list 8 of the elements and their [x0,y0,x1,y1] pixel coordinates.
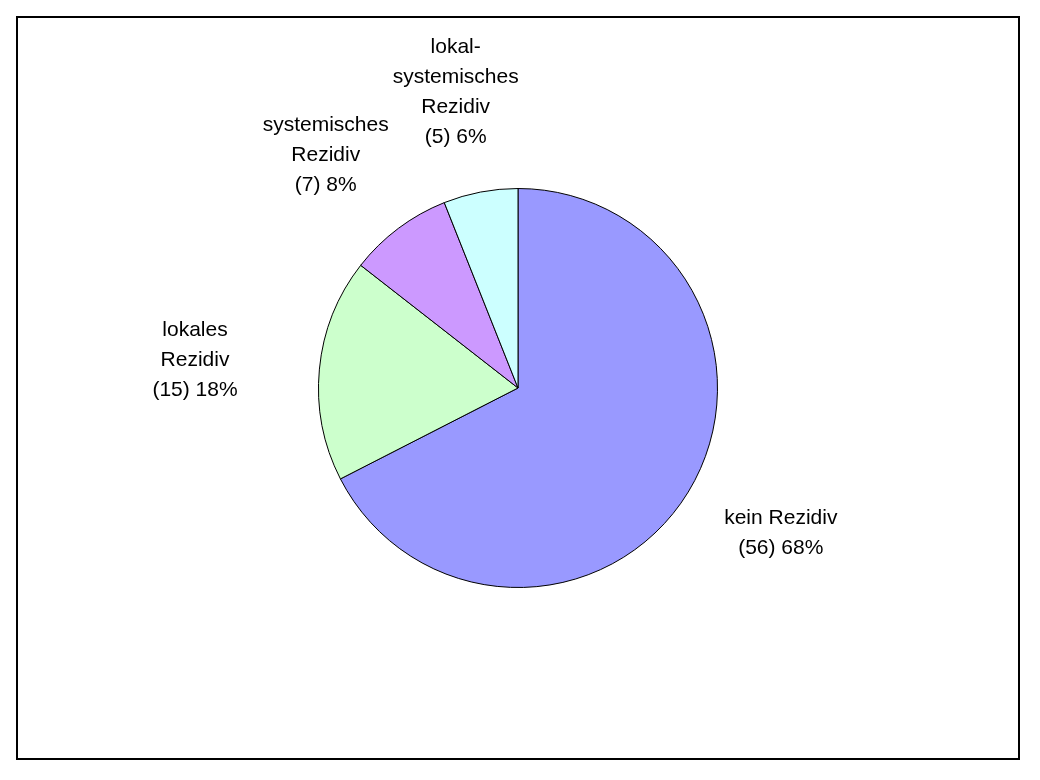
slice-label: systemisches Rezidiv [262,112,389,166]
data-label: (56) 68% [738,534,824,558]
slice-label: lokal-systemisches Rezidiv [392,33,519,117]
slice-label: lokales Rezidiv [160,316,230,370]
slice-label: kein Rezidiv [724,504,838,528]
data-label: (5) 6% [424,123,487,147]
data-label: (15) 18% [152,376,238,400]
data-label: (7) 8% [294,172,357,196]
